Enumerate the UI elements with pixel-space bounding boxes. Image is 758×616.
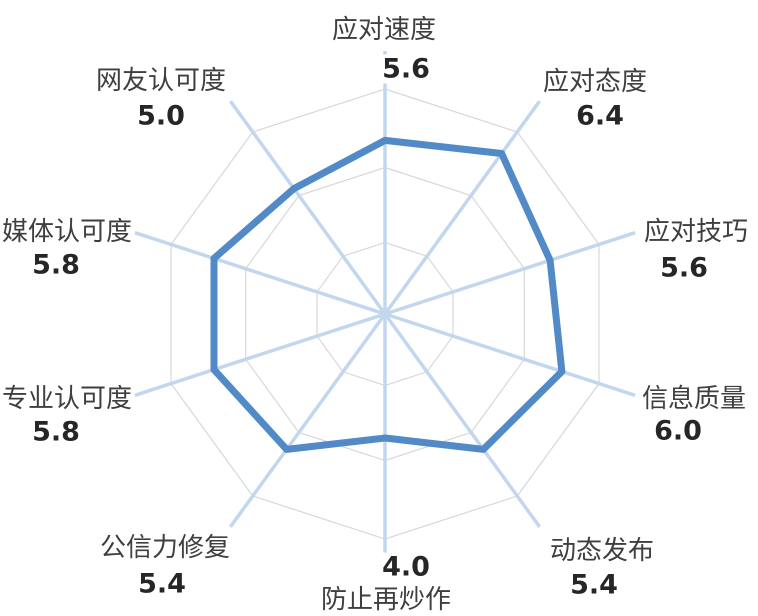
category-label-9: 网友认可度 <box>95 66 227 95</box>
category-label-2: 应对技巧 <box>643 217 749 246</box>
value-label-7: 5.8 <box>30 416 82 448</box>
data-series-polygon <box>210 136 566 453</box>
category-label-4: 动态发布 <box>549 536 655 565</box>
radar-axis-line <box>383 100 542 316</box>
value-label-8: 5.8 <box>30 249 82 281</box>
value-label-6: 5.4 <box>136 568 188 600</box>
value-label-0: 5.6 <box>380 53 432 85</box>
category-label-8: 媒体认可度 <box>1 217 133 246</box>
radar-axis-line <box>384 312 636 397</box>
category-label-3: 信息质量 <box>641 384 747 413</box>
radar-axis-line <box>228 100 387 316</box>
radar-axis-line <box>384 231 636 316</box>
value-label-5: 4.0 <box>380 551 432 583</box>
category-label-1: 应对态度 <box>542 67 648 96</box>
category-label-0: 应对速度 <box>331 15 437 44</box>
radar-axis-line <box>228 312 387 528</box>
value-label-3: 6.0 <box>652 415 704 447</box>
value-label-4: 5.4 <box>568 569 620 601</box>
category-label-7: 专业认可度 <box>1 384 133 413</box>
radar-axes <box>134 51 636 577</box>
category-label-5: 防止再炒作 <box>320 585 452 614</box>
radar-axis-line <box>134 312 386 397</box>
category-label-6: 公信力修复 <box>99 533 231 562</box>
radar-axis-line <box>134 231 386 316</box>
value-label-1: 6.4 <box>574 100 626 132</box>
radar-axis-line <box>383 312 542 528</box>
value-label-2: 5.6 <box>658 252 710 284</box>
value-label-9: 5.0 <box>135 100 187 132</box>
